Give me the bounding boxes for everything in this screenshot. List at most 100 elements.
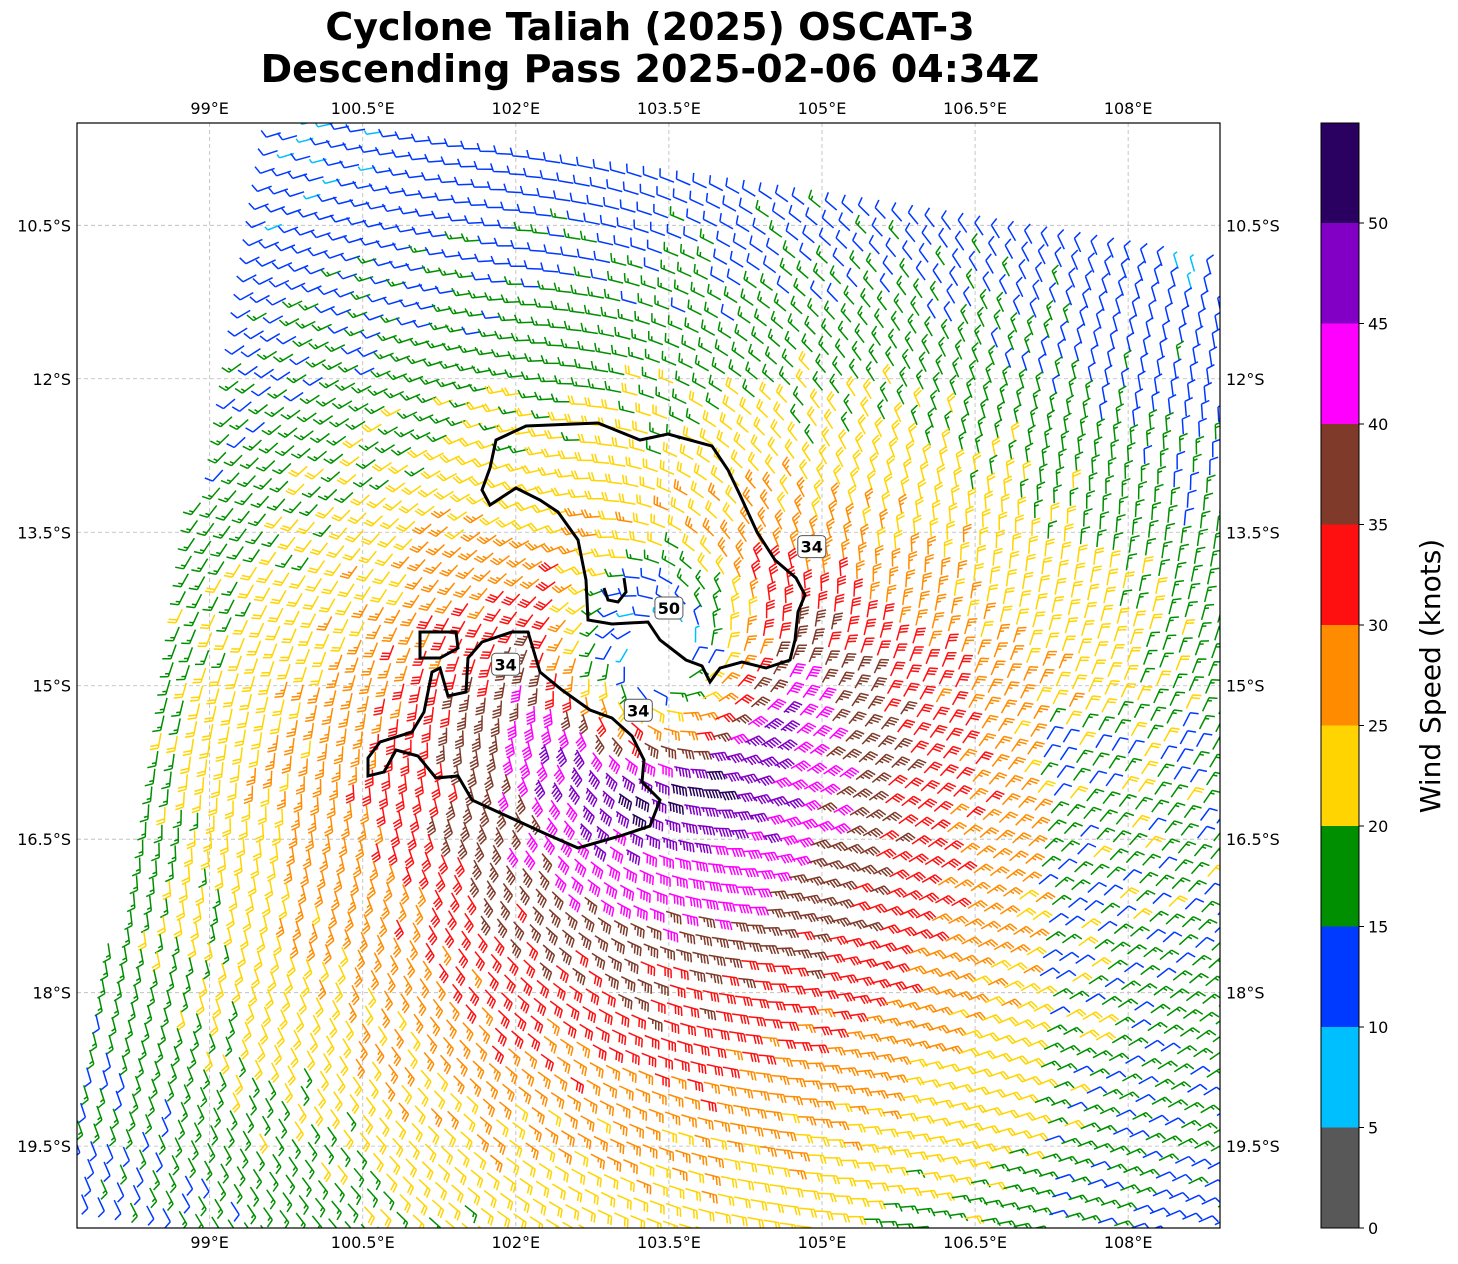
wind-barb (1038, 463, 1048, 483)
wind-barb (919, 985, 941, 995)
wind-barb (309, 542, 329, 556)
wind-barb (353, 586, 371, 601)
wind-barb (277, 536, 296, 550)
wind-barb (700, 806, 719, 818)
wind-barb (416, 615, 433, 630)
wind-barb (515, 614, 534, 628)
wind-barb (513, 314, 533, 324)
wind-barb (696, 731, 716, 741)
wind-barb (1111, 736, 1129, 751)
wind-barb (658, 1146, 675, 1162)
wind-barb (350, 875, 360, 897)
wind-barb (997, 717, 1015, 732)
wind-barb (493, 827, 504, 848)
wind-barb (922, 967, 944, 977)
wind-barb (723, 1157, 741, 1171)
wind-barb (733, 431, 746, 451)
wind-barb (904, 331, 914, 352)
wind-barb (1183, 804, 1202, 819)
wind-barb (1065, 394, 1075, 415)
wind-barb (1114, 1016, 1136, 1026)
wind-barb (285, 847, 295, 867)
wind-barb (911, 1133, 932, 1143)
wind-barb (591, 952, 606, 970)
wind-barb (910, 740, 929, 753)
wind-barb (611, 737, 623, 757)
wind-barb (187, 1157, 197, 1179)
wind-barb (720, 883, 740, 894)
wind-barb (181, 1193, 191, 1214)
wind-barb (342, 547, 361, 561)
wind-barb (580, 696, 590, 717)
wind-barb (152, 1169, 161, 1191)
wind-barb (414, 208, 435, 217)
wind-barb (457, 1149, 470, 1168)
wind-barb (370, 370, 391, 378)
wind-barb (380, 408, 402, 417)
wind-barb (428, 653, 444, 669)
wind-barb (371, 843, 381, 864)
wind-barb (554, 873, 567, 893)
wind-barb (826, 746, 846, 757)
wind-barb (293, 1231, 302, 1250)
wind-barb (687, 498, 701, 517)
wind-barb (197, 1196, 207, 1217)
wind-barb (576, 248, 594, 261)
wind-barb (854, 323, 865, 344)
wind-barb (1033, 1225, 1047, 1228)
wind-barb (802, 224, 815, 244)
wind-barb (1105, 475, 1115, 494)
contour-label-bg (797, 535, 827, 559)
wind-barb (514, 407, 534, 417)
wind-barb (314, 888, 324, 909)
wind-barb (778, 1130, 797, 1142)
wind-barb (97, 1197, 105, 1218)
wind-barb (522, 560, 543, 570)
wind-barb (1150, 1003, 1171, 1014)
wind-barb (1105, 773, 1124, 787)
wind-barb (863, 618, 877, 636)
wind-barb (1063, 412, 1072, 433)
wind-barb (1216, 817, 1220, 824)
wind-barb (558, 729, 569, 750)
wind-barb (596, 232, 614, 246)
wind-barb (379, 1208, 392, 1228)
wind-barb (402, 594, 420, 609)
wind-barb (668, 1185, 685, 1200)
wind-barb (406, 559, 426, 572)
wind-barb (592, 159, 610, 172)
wind-barb (408, 244, 429, 254)
wind-barb (567, 488, 587, 499)
wind-barb (210, 543, 228, 557)
wind-barb (301, 285, 322, 293)
wind-barb (458, 948, 469, 969)
wind-barb (856, 1069, 876, 1079)
wind-barb (1159, 949, 1180, 961)
wind-barb (402, 739, 412, 759)
wind-barb (631, 722, 644, 741)
wind-barb (1082, 713, 1099, 728)
wind-barb (769, 1184, 788, 1196)
wind-barb (457, 158, 476, 168)
wind-barb (1031, 517, 1041, 536)
wind-barb (1158, 856, 1178, 869)
wind-barb (243, 330, 264, 340)
wind-barb (555, 965, 569, 984)
wind-barb (573, 358, 592, 370)
wind-barb (886, 1184, 906, 1194)
wind-barb (236, 711, 250, 729)
wind-barb (764, 346, 778, 365)
wind-barb (233, 291, 254, 301)
wind-barb (1182, 1212, 1203, 1220)
wind-barb (496, 809, 507, 830)
wind-barb (1185, 1194, 1206, 1203)
wind-barb (1110, 941, 1131, 952)
wind-barb (584, 397, 602, 408)
wind-barb (565, 604, 586, 615)
wind-barb (1006, 868, 1026, 880)
wind-barb (427, 135, 447, 145)
wind-barb (383, 754, 393, 774)
wind-barb (238, 820, 248, 841)
wind-barb (874, 544, 884, 564)
wind-barb (1103, 884, 1124, 896)
